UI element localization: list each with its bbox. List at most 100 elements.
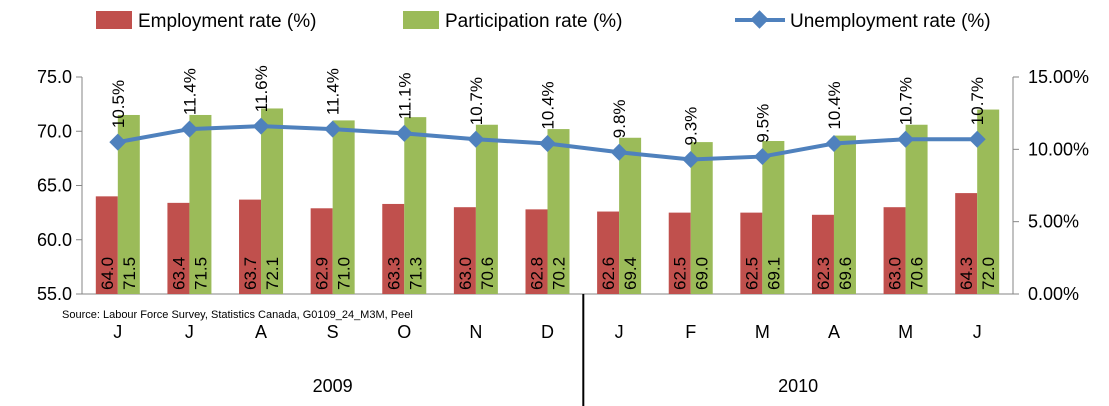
unemployment-point (968, 130, 986, 148)
participation-value-label: 70.6 (908, 257, 927, 290)
participation-bar (905, 124, 928, 295)
employment-value-label: 63.3 (384, 257, 403, 290)
employment-value-label: 64.3 (957, 257, 976, 290)
unemployment-point (897, 130, 915, 148)
x-tick-label: M (755, 322, 770, 342)
y-left-tick-label: 60.0 (37, 230, 72, 250)
y-right-tick-label: 0.00% (1028, 284, 1079, 304)
employment-value-label: 63.4 (169, 257, 188, 290)
source-note: Source: Labour Force Survey, Statistics … (62, 309, 413, 321)
employment-value-label: 64.0 (98, 257, 117, 290)
participation-value-label: 70.6 (478, 257, 497, 290)
participation-bar (404, 117, 427, 295)
x-tick-label: J (615, 322, 624, 342)
employment-bar (382, 203, 405, 294)
participation-value-label: 69.4 (621, 257, 640, 290)
y-left-tick-label: 70.0 (37, 121, 72, 141)
unemployment-value-label: 10.4% (539, 81, 558, 129)
x-tick-label: J (185, 322, 194, 342)
employment-value-label: 62.5 (671, 257, 690, 290)
legend-swatch-employment (96, 11, 132, 29)
unemployment-point (539, 135, 556, 153)
unemployment-point (825, 135, 843, 153)
participation-value-label: 72.0 (979, 257, 998, 290)
x-tick-label: O (397, 322, 411, 342)
y-left-tick-label: 75.0 (37, 67, 72, 87)
employment-bar (668, 212, 691, 294)
participation-value-label: 71.5 (191, 257, 210, 290)
participation-bar (833, 135, 856, 294)
employment-value-label: 63.0 (456, 257, 475, 290)
x-tick-label: J (973, 322, 982, 342)
legend-label-employment: Employment rate (%) (138, 11, 316, 32)
bar-series (95, 108, 1000, 295)
y-right-tick-label: 15.00% (1028, 67, 1089, 87)
unemployment-value-label: 9.8% (610, 99, 629, 138)
participation-bar (547, 129, 570, 294)
employment-bar (525, 209, 548, 294)
employment-value-label: 63.0 (886, 257, 905, 290)
unemployment-point (467, 130, 485, 148)
y-left-tick-label: 55.0 (37, 284, 72, 304)
x-tick-label: A (255, 322, 267, 342)
legend-marker-unemployment (750, 10, 769, 29)
employment-value-label: 62.8 (528, 257, 547, 290)
unemployment-point (109, 133, 127, 151)
x-tick-label: J (113, 322, 122, 342)
employment-bar (883, 207, 906, 294)
participation-value-label: 71.3 (406, 257, 425, 290)
employment-bar (955, 193, 978, 294)
unemployment-value-label: 10.5% (109, 80, 128, 128)
participation-bar (117, 114, 140, 294)
participation-value-label: 69.1 (764, 257, 783, 290)
unemployment-value-label: 9.3% (682, 107, 701, 146)
employment-bar (239, 199, 262, 294)
employment-bar (95, 196, 118, 294)
x-tick-label: M (898, 322, 913, 342)
unemployment-value-label: 11.1% (395, 72, 414, 119)
legend-label-participation: Participation rate (%) (445, 11, 622, 32)
employment-value-label: 62.5 (742, 257, 761, 290)
line-series (109, 117, 986, 168)
participation-bar (762, 141, 785, 294)
unemployment-point (180, 120, 198, 138)
y-left-tick-label: 65.0 (37, 176, 72, 196)
participation-value-label: 69.0 (693, 257, 712, 290)
unemployment-point (324, 120, 342, 138)
x-tick-label: S (327, 322, 339, 342)
legend-swatch-participation (403, 11, 439, 29)
unemployment-point (610, 143, 628, 161)
unemployment-point (682, 150, 700, 168)
employment-bar (597, 211, 620, 294)
unemployment-point (252, 117, 270, 135)
data-labels: 64.0 71.5 63.4 71.5 63.7 72.1 62.9 71.0 63.3 71.3… (98, 65, 998, 290)
x-tick-label: F (685, 322, 696, 342)
employment-value-label: 62.6 (599, 257, 618, 290)
participation-bar (977, 109, 1000, 294)
legend: Employment rate (%) Participation rate (%… (96, 10, 991, 32)
y-right-tick-label: 10.00% (1028, 139, 1089, 159)
participation-value-label: 69.6 (836, 257, 855, 290)
participation-bar (690, 142, 713, 294)
unemployment-value-label: 11.4% (180, 68, 199, 115)
unemployment-value-label: 10.7% (467, 77, 486, 125)
y-right-tick-label: 5.00% (1028, 212, 1079, 232)
x-tick-label: D (541, 322, 554, 342)
axis-labels: 55.0 60.0 65.0 70.0 75.0 0.00% 5.00% 10.00% 15.0… (37, 67, 1089, 396)
year-group-label: 2009 (313, 376, 353, 396)
participation-value-label: 71.0 (335, 257, 354, 290)
participation-bar (475, 124, 498, 295)
participation-bar (619, 137, 642, 294)
participation-value-label: 70.2 (550, 257, 569, 290)
participation-bar (332, 120, 355, 295)
participation-bar (261, 108, 284, 294)
employment-value-label: 62.3 (814, 257, 833, 290)
legend-label-unemployment: Unemployment rate (%) (790, 11, 991, 32)
unemployment-value-label: 10.7% (968, 77, 987, 125)
participation-value-label: 72.1 (263, 257, 282, 290)
year-group-label: 2010 (778, 376, 818, 396)
unemployment-point (753, 148, 771, 166)
unemployment-value-label: 11.4% (324, 68, 343, 115)
participation-bar (189, 114, 212, 294)
